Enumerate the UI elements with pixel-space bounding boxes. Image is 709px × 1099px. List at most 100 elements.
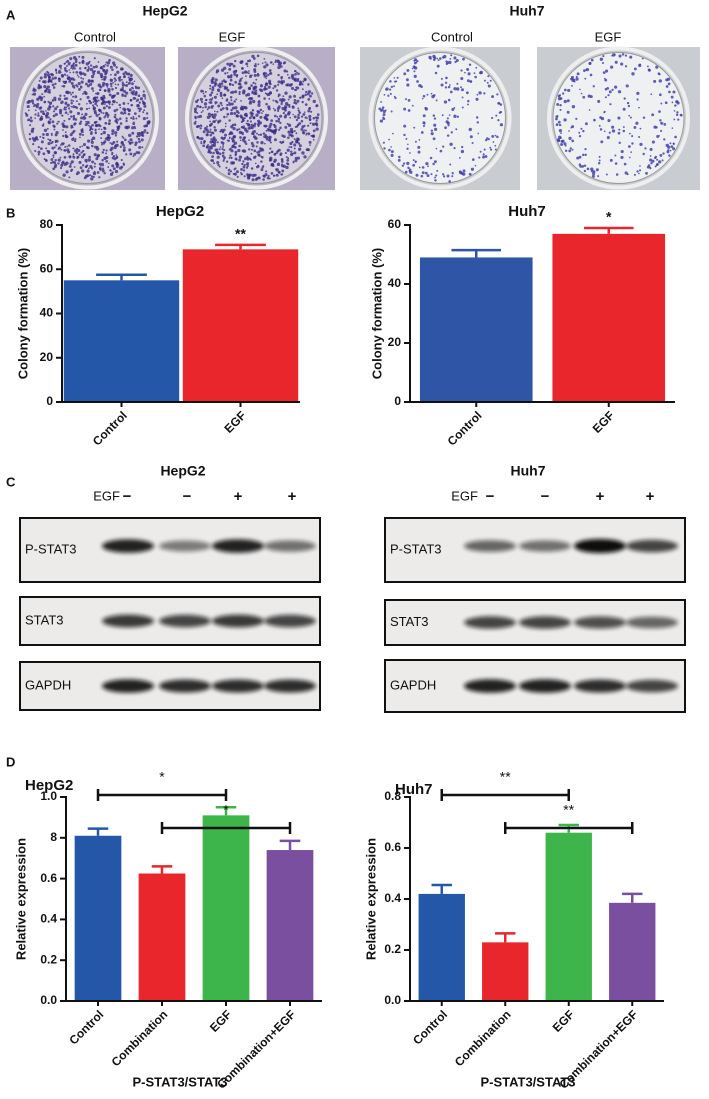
colony [63, 119, 66, 122]
colony [576, 72, 580, 76]
colony [102, 130, 106, 135]
colony [578, 131, 581, 134]
colony [310, 92, 314, 95]
colony [223, 158, 226, 161]
colony [453, 147, 456, 150]
blot-title: Huh7 [511, 463, 546, 479]
colony [312, 129, 316, 133]
colony [30, 129, 34, 133]
colony [204, 90, 207, 93]
colony [307, 109, 311, 113]
colony [629, 55, 633, 59]
colony [127, 76, 130, 79]
colony [54, 133, 58, 137]
colony [254, 155, 257, 158]
colony [138, 145, 142, 149]
colony [211, 155, 215, 159]
colony [676, 101, 680, 105]
colony [133, 152, 137, 156]
colony [388, 138, 390, 141]
colony [100, 141, 103, 144]
colony [567, 88, 571, 93]
colony [205, 133, 209, 137]
colony [234, 59, 237, 63]
colony [218, 85, 222, 89]
colony [281, 97, 284, 100]
colony [114, 79, 117, 82]
colony [92, 104, 94, 107]
colony [655, 126, 658, 129]
colony [57, 162, 60, 165]
colony [280, 102, 283, 106]
colony [73, 67, 76, 70]
colony [428, 55, 432, 59]
colony [295, 86, 298, 89]
colony [30, 99, 34, 103]
colony [216, 110, 219, 113]
colony [89, 174, 92, 177]
colony [70, 102, 73, 105]
colony [279, 114, 283, 118]
colony [226, 116, 228, 118]
colony [95, 113, 99, 117]
colony [125, 117, 128, 120]
colony [293, 143, 297, 147]
colony [618, 54, 622, 58]
plate-photo [178, 46, 335, 190]
colony [229, 91, 233, 94]
colony [235, 98, 238, 101]
colony [228, 82, 232, 86]
colony [259, 84, 264, 88]
colony [62, 129, 64, 131]
colony [274, 109, 277, 112]
colony [641, 57, 644, 60]
colony [37, 150, 41, 154]
colony [570, 75, 574, 79]
colony [122, 72, 126, 76]
colony [71, 131, 75, 134]
colony [96, 171, 100, 174]
colony [93, 162, 97, 165]
colony [216, 161, 220, 165]
colony [71, 138, 75, 142]
colony [54, 82, 57, 86]
colony [653, 79, 657, 83]
colony [575, 75, 578, 78]
colony [649, 147, 653, 151]
panel-label: D [6, 754, 15, 769]
colony [69, 110, 73, 114]
blot-band [159, 614, 211, 628]
colony [497, 119, 500, 122]
colony [284, 91, 288, 95]
colony [27, 118, 31, 122]
colony [143, 131, 146, 134]
colony [286, 73, 289, 76]
colony [301, 94, 305, 98]
colony [464, 71, 466, 74]
colony [213, 126, 216, 129]
colony [92, 89, 95, 92]
colony [623, 162, 627, 166]
colony [404, 98, 407, 101]
dish-rim [547, 46, 690, 190]
colony [256, 72, 260, 76]
colony [80, 151, 83, 154]
colony [200, 111, 203, 114]
colony [288, 146, 291, 148]
colony [92, 107, 96, 111]
colony [255, 145, 258, 148]
colony [52, 114, 56, 118]
colony [303, 111, 306, 113]
colony [568, 130, 570, 132]
colony [496, 135, 499, 139]
colony [297, 142, 301, 145]
colony [83, 115, 86, 118]
colony [32, 105, 35, 108]
colony [227, 74, 230, 78]
colony [237, 148, 241, 153]
colony [667, 77, 671, 81]
colony [213, 95, 217, 99]
bar [74, 835, 122, 1001]
colony [68, 155, 72, 159]
colony [658, 110, 661, 113]
